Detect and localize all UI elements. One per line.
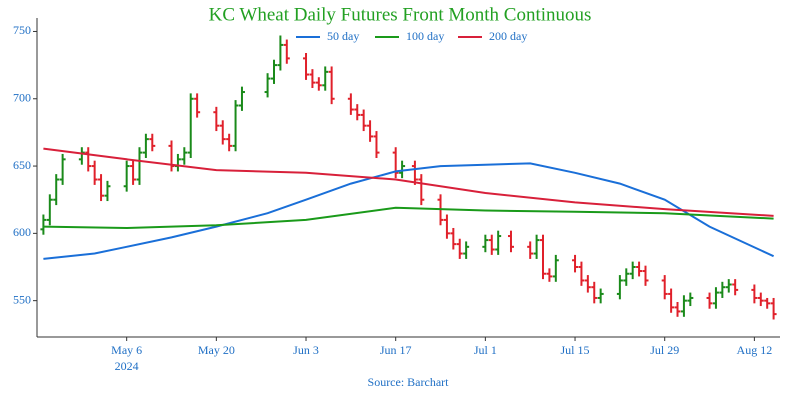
legend-label: 200 day bbox=[489, 29, 527, 43]
x-tick-label: May 6 bbox=[111, 343, 142, 357]
x-tick-label: Jul 29 bbox=[650, 343, 679, 357]
x-tick-label: Jun 17 bbox=[380, 343, 412, 357]
source-note: Source: Barchart bbox=[368, 375, 450, 389]
y-tick-label: 750 bbox=[13, 23, 31, 37]
x-tick-label: Jul 15 bbox=[561, 343, 590, 357]
y-tick-label: 700 bbox=[13, 91, 31, 105]
legend-label: 100 day bbox=[406, 29, 444, 43]
x-year-label: 2024 bbox=[115, 359, 139, 373]
legend-label: 50 day bbox=[327, 29, 359, 43]
chart-title: KC Wheat Daily Futures Front Month Conti… bbox=[209, 4, 592, 25]
moving-average-line bbox=[43, 206, 774, 230]
moving-average-line bbox=[43, 147, 774, 217]
moving-average-line bbox=[43, 162, 775, 260]
x-tick-label: Jun 3 bbox=[293, 343, 319, 357]
x-tick-label: May 20 bbox=[198, 343, 235, 357]
y-tick-label: 600 bbox=[13, 225, 31, 239]
y-tick-label: 550 bbox=[13, 292, 31, 306]
x-tick-label: Aug 12 bbox=[737, 343, 773, 357]
x-tick-label: Jul 1 bbox=[474, 343, 497, 357]
y-tick-label: 650 bbox=[13, 158, 31, 172]
